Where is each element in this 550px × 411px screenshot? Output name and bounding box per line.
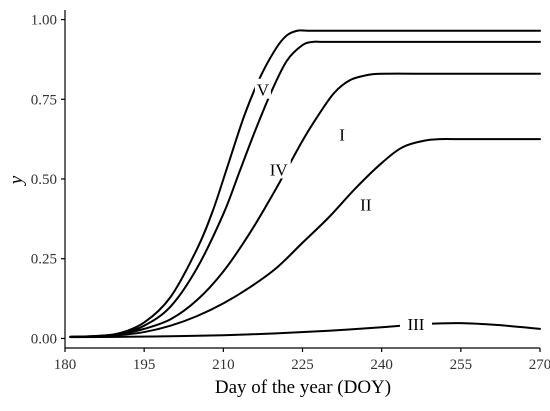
x-tick-label: 180 <box>54 357 77 373</box>
y-axis: 0.00 0.25 0.50 0.75 1.00 <box>31 10 66 348</box>
curve-label-III: III <box>407 315 424 334</box>
x-tick-label: 255 <box>450 357 473 373</box>
series-line-V <box>69 29 541 338</box>
y-axis-title: y <box>6 175 27 186</box>
x-tick-label: 240 <box>370 357 393 373</box>
curve-label-V: V <box>257 81 270 100</box>
x-tick-label: 210 <box>212 357 235 373</box>
series-line-I <box>69 72 541 338</box>
curve-label-bg <box>353 193 378 214</box>
plot-series <box>69 29 541 339</box>
curve-label-bg <box>254 78 271 99</box>
curve-label-bg <box>266 158 291 179</box>
y-tick-label: 0.75 <box>31 92 57 108</box>
curve-label-II: II <box>360 196 372 215</box>
curve-label-bg <box>399 313 432 334</box>
x-ticks: 180 195 210 225 240 255 270 <box>54 348 550 373</box>
curve-label-bg <box>334 123 351 144</box>
series-line-II <box>69 138 541 338</box>
y-tick-label: 0.25 <box>31 252 57 268</box>
x-axis-title: Day of the year (DOY) <box>215 377 391 398</box>
y-tick-label: 0.00 <box>31 331 57 347</box>
series-line-III <box>69 322 541 339</box>
x-axis: 180 195 210 225 240 255 270 <box>54 347 550 373</box>
y-tick-label: 0.50 <box>31 172 57 188</box>
y-tick-label: 1.00 <box>31 13 57 29</box>
curve-label-I: I <box>339 125 345 144</box>
y-ticks: 0.00 0.25 0.50 0.75 1.00 <box>31 13 65 347</box>
x-tick-label: 195 <box>133 357 156 373</box>
x-tick-label: 225 <box>291 357 314 373</box>
series-line-IV <box>69 40 541 338</box>
curve-label-IV: IV <box>270 160 289 179</box>
x-tick-label: 270 <box>529 357 550 373</box>
